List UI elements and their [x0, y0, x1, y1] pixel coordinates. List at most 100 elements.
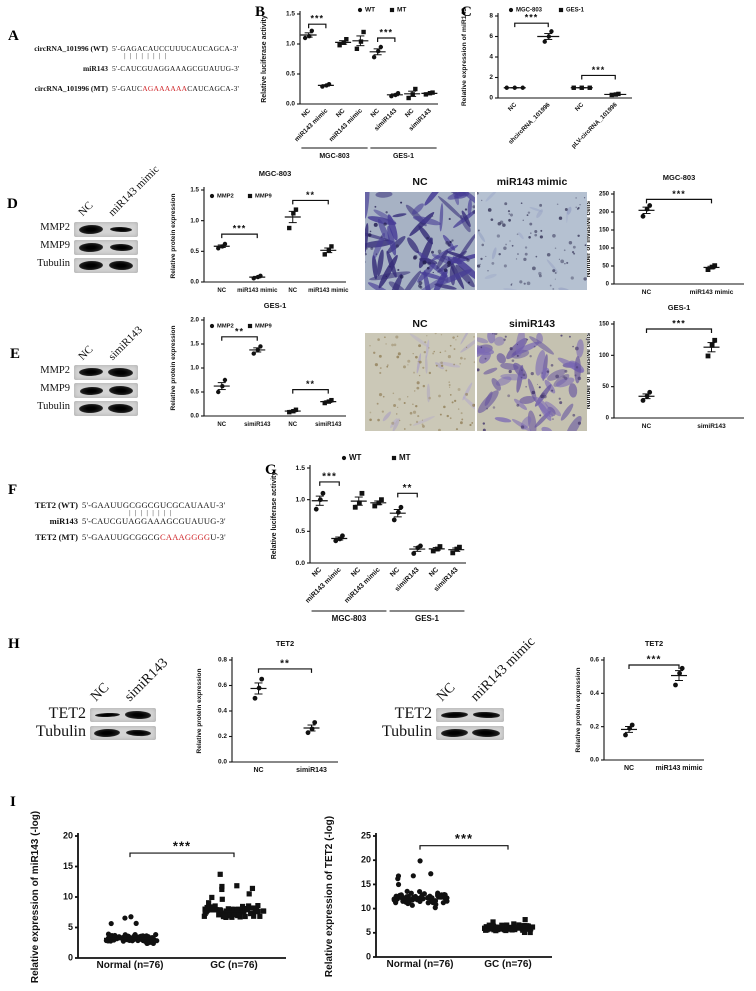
western-blot-E: NC simiR143 MMP2 MMP9 Tubulin: [28, 312, 208, 424]
svg-text:simiR143: simiR143: [315, 422, 342, 428]
chart-E-invasion: 0 50 100 150 Number of invasive cells GES-1 NC…: [585, 303, 744, 430]
data-points: [201, 871, 267, 920]
mutated-bases: AGAAAAAA: [142, 84, 188, 93]
protein-band: [472, 711, 500, 719]
svg-text:NC: NC: [335, 107, 347, 119]
svg-text:**: **: [403, 483, 413, 494]
panel-letter-g: G: [265, 462, 277, 478]
protein-band: [108, 403, 134, 414]
svg-text:MGC-803: MGC-803: [516, 8, 543, 14]
svg-text:100: 100: [599, 246, 610, 252]
sequence-row-text: 5'-CAUCGUAGGAAAGCGUAUUG-3': [112, 64, 240, 73]
blot-row-label: MMP2: [40, 222, 70, 234]
svg-text:WT: WT: [365, 7, 375, 14]
panel-letter-f: F: [8, 482, 18, 498]
sequence-row-text: 5'-CAUCGUAGGAAAGCGUAUUG-3': [82, 516, 226, 526]
svg-text:MT: MT: [397, 7, 406, 14]
micrograph-label-D-NC: NC: [412, 176, 428, 188]
blot-strip: [74, 222, 138, 237]
micrograph-D-NC: [365, 192, 475, 290]
blot-strip: [74, 365, 138, 380]
svg-text:0.6: 0.6: [590, 657, 599, 664]
svg-text:MMP2: MMP2: [217, 324, 234, 330]
svg-text:MT: MT: [399, 453, 411, 462]
svg-text:***: ***: [647, 655, 662, 666]
svg-text:0: 0: [606, 416, 610, 422]
svg-text:25: 25: [361, 830, 371, 840]
blot-strip: [436, 726, 504, 740]
blot-strip: [90, 726, 156, 740]
svg-text:NC: NC: [507, 101, 519, 113]
data-points: [391, 858, 450, 911]
blot-row-label: MMP9: [40, 383, 70, 395]
svg-text:5: 5: [366, 927, 371, 937]
protein-band: [78, 242, 104, 253]
svg-text:Relative expression of miR143: Relative expression of miR143: [461, 8, 468, 106]
svg-text:0: 0: [606, 282, 610, 288]
sequence-row-text: 5'-GAAUUGCGGCGUCGCAUAAU-3': [82, 500, 226, 510]
chart-H-mimic: 0.0 0.2 0.4 0.6 Relative protein expression T…: [575, 639, 704, 772]
blot-lane-label: simiR143: [106, 323, 145, 363]
svg-text:10: 10: [63, 891, 73, 901]
sequence-row-label: TET2 (WT): [34, 500, 78, 510]
data-points: [103, 914, 160, 947]
svg-text:GES-1: GES-1: [415, 614, 440, 623]
svg-text:***: ***: [173, 839, 191, 854]
chart-D-invasion: 0 50 100 150 200 250 Number of invasive cells M…: [585, 173, 744, 296]
sequence-row-text: 5'-GAGACAUCCUUUCAUCAGCA-3': [112, 44, 239, 53]
svg-text:NC: NC: [253, 767, 263, 774]
blot-row-label: TET2: [394, 705, 432, 722]
svg-text:NC: NC: [217, 422, 226, 428]
protein-band: [108, 367, 134, 378]
protein-band: [78, 260, 104, 271]
blot-lane-label: NC: [434, 680, 459, 705]
svg-text:NC: NC: [350, 566, 362, 578]
micrograph-E-simiR143: [477, 333, 587, 431]
blot-lane-label: NC: [76, 199, 96, 219]
protein-band: [93, 728, 121, 738]
svg-text:0.0: 0.0: [590, 757, 599, 764]
chart-I-miR143: 0 5 10 15 20 Relative expression of miR143 (-…: [30, 811, 286, 983]
svg-text:MMP9: MMP9: [255, 194, 273, 200]
svg-text:NC: NC: [624, 765, 634, 772]
blot-strip: [74, 401, 138, 416]
svg-text:1.0: 1.0: [296, 496, 306, 503]
panel-letter-e: E: [10, 346, 21, 362]
sequence-row-label: miR143: [83, 64, 108, 73]
blot-row-label: Tubulin: [37, 258, 70, 270]
protein-band: [471, 728, 501, 738]
blot-row-label: TET2: [48, 705, 86, 722]
svg-text:WT: WT: [349, 453, 362, 462]
protein-band: [78, 224, 104, 235]
svg-text:***: ***: [672, 319, 686, 329]
svg-text:GES-1: GES-1: [393, 153, 414, 160]
svg-text:0.0: 0.0: [286, 101, 295, 108]
micrograph-label-E-NC: NC: [412, 318, 428, 330]
chart-E-protein: 0.0 0.5 1.0 1.5 2.0 Relative protein expressi…: [170, 301, 346, 428]
data-points: [352, 490, 365, 510]
panel-letter-b: B: [255, 4, 266, 20]
protein-band: [108, 260, 134, 271]
base-pairing-marks: ||||||||: [123, 53, 170, 60]
svg-text:0: 0: [489, 95, 493, 102]
chart-G: 0.0 0.5 1.0 1.5 Relative luciferase activity…: [271, 453, 466, 623]
svg-text:0.0: 0.0: [296, 560, 306, 567]
svg-text:50: 50: [602, 264, 609, 270]
data-points: [673, 665, 685, 688]
panel-letter-c: C: [461, 4, 472, 20]
data-points: [287, 207, 299, 231]
svg-text:MGC-803: MGC-803: [259, 169, 292, 178]
svg-text:1.5: 1.5: [296, 465, 306, 472]
svg-text:0: 0: [68, 952, 73, 962]
micrograph-E-NC: [365, 333, 475, 431]
svg-text:GC (n=76): GC (n=76): [210, 960, 258, 971]
sequence-row-label: circRNA_101996 (WT): [34, 44, 108, 53]
svg-text:**: **: [235, 326, 244, 336]
sequence-row-text: 5'-GAAUUGCGGCGCAAAGGGGU-3': [82, 532, 226, 542]
blot-row-label: Tubulin: [381, 723, 432, 740]
protein-band: [108, 385, 134, 396]
svg-text:***: ***: [455, 831, 473, 846]
micrograph-label-D-mimic: miR143 mimic: [496, 176, 568, 188]
svg-text:Normal (n=76): Normal (n=76): [97, 960, 164, 971]
svg-text:NC: NC: [311, 566, 323, 578]
